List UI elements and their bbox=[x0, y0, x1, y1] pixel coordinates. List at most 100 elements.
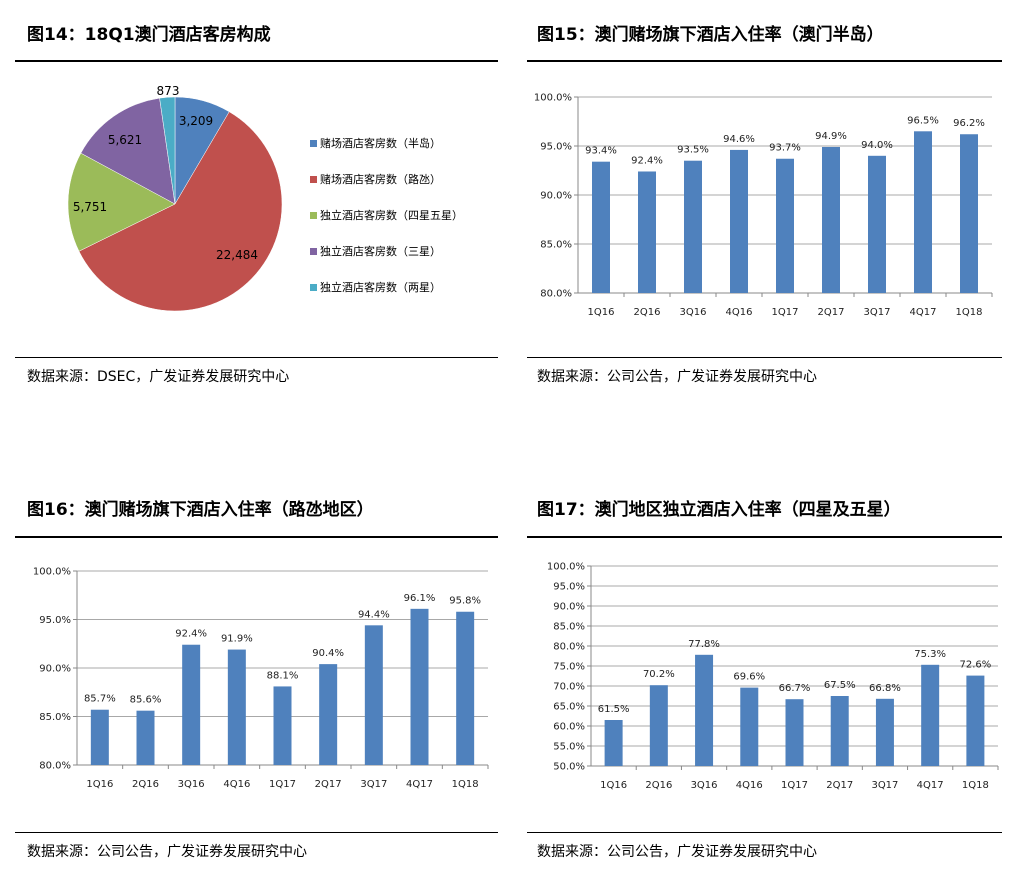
legend-label: 独立酒店客房数（两星） bbox=[320, 281, 441, 294]
y-tick-label: 90.0% bbox=[553, 602, 585, 613]
y-tick-label: 50.0% bbox=[553, 762, 585, 773]
x-tick-label: 3Q17 bbox=[864, 307, 891, 318]
y-tick-label: 100.0% bbox=[534, 93, 572, 104]
pie-slice bbox=[67, 152, 176, 252]
bar bbox=[90, 709, 109, 765]
y-tick-label: 95.0% bbox=[39, 615, 71, 626]
divider bbox=[15, 536, 498, 538]
bar-data-label: 91.9% bbox=[221, 634, 253, 645]
pie-slice bbox=[78, 111, 283, 312]
bar bbox=[776, 158, 794, 293]
legend-swatch bbox=[310, 175, 317, 183]
figure-15-source: 数据来源：公司公告，广发证券发展研究中心 bbox=[537, 369, 817, 385]
figure-14-source: 数据来源：DSEC，广发证券发展研究中心 bbox=[27, 369, 290, 385]
divider bbox=[527, 60, 1002, 62]
bar bbox=[364, 625, 383, 765]
divider bbox=[527, 536, 1002, 538]
x-tick-label: 2Q16 bbox=[132, 779, 159, 790]
figure-15-title: 图15：澳门赌场旗下酒店入住率（澳门半岛） bbox=[537, 25, 884, 45]
divider bbox=[15, 832, 498, 833]
bar-data-label: 67.5% bbox=[824, 680, 856, 691]
bar-data-label: 66.7% bbox=[779, 683, 811, 694]
pie-data-label: 873 bbox=[157, 84, 180, 98]
bar-data-label: 88.1% bbox=[267, 670, 299, 681]
bar bbox=[822, 146, 840, 293]
pie-chart-14: 3,209 22,484 5,751 5,621 873 bbox=[67, 84, 283, 312]
x-tick-label: 1Q17 bbox=[772, 307, 799, 318]
bar-data-label: 93.4% bbox=[585, 146, 617, 157]
legend-swatch bbox=[310, 283, 317, 291]
x-tick-label: 4Q16 bbox=[726, 307, 753, 318]
bar bbox=[136, 710, 155, 765]
pie-slice bbox=[80, 97, 176, 205]
pie-data-label: 22,484 bbox=[216, 248, 258, 262]
y-tick-label: 95.0% bbox=[540, 142, 572, 153]
legend-label: 赌场酒店客房数（路氹） bbox=[320, 173, 441, 186]
bar-data-label: 61.5% bbox=[598, 704, 630, 715]
bar-data-label: 92.4% bbox=[631, 155, 663, 166]
x-tick-label: 4Q17 bbox=[910, 307, 937, 318]
x-tick-label: 2Q17 bbox=[826, 780, 853, 791]
x-tick-label: 1Q18 bbox=[962, 780, 989, 791]
pie-legend: 赌场酒店客房数（半岛） 赌场酒店客房数（路氹） 独立酒店客房数（四星五星） 独立酒店客… bbox=[310, 125, 463, 305]
pie-data-label: 3,209 bbox=[179, 114, 213, 128]
bar bbox=[684, 160, 702, 293]
bar-data-label: 70.2% bbox=[643, 669, 675, 680]
bar-chart-17: 50.0% 55.0% 60.0% 65.0% 70.0% 75.0% 80.0% 85.0%… bbox=[547, 562, 999, 791]
x-tick-label: 3Q16 bbox=[691, 780, 718, 791]
y-tick-label: 95.0% bbox=[553, 582, 585, 593]
legend-label: 独立酒店客房数（四星五星） bbox=[320, 209, 463, 222]
legend-swatch bbox=[310, 211, 317, 219]
bar-data-label: 95.8% bbox=[449, 596, 481, 607]
figure-16-source: 数据来源：公司公告，广发证券发展研究中心 bbox=[27, 844, 307, 860]
legend-item: 赌场酒店客房数（半岛） bbox=[310, 125, 463, 161]
y-tick-label: 80.0% bbox=[540, 289, 572, 300]
y-tick-label: 55.0% bbox=[553, 742, 585, 753]
bar-data-label: 72.6% bbox=[959, 660, 991, 671]
legend-swatch bbox=[310, 139, 317, 147]
x-tick-label: 4Q16 bbox=[223, 779, 250, 790]
y-tick-label: 80.0% bbox=[553, 642, 585, 653]
figure-14-title: 图14：18Q1澳门酒店客房构成 bbox=[27, 25, 271, 45]
y-tick-label: 60.0% bbox=[553, 722, 585, 733]
bar-chart-16: 80.0% 85.0% 90.0% 95.0% 100.0% 85.7% 1Q16 85.6%… bbox=[33, 567, 489, 790]
y-tick-label: 70.0% bbox=[553, 682, 585, 693]
y-tick-label: 90.0% bbox=[540, 191, 572, 202]
legend-label: 独立酒店客房数（三星） bbox=[320, 245, 441, 258]
divider bbox=[15, 60, 498, 62]
bar-data-label: 85.6% bbox=[130, 695, 162, 706]
x-tick-label: 1Q16 bbox=[600, 780, 627, 791]
bar bbox=[604, 720, 623, 766]
bar-data-label: 66.8% bbox=[869, 683, 901, 694]
bar bbox=[740, 687, 759, 766]
y-tick-label: 85.0% bbox=[39, 712, 71, 723]
figure-16-title: 图16：澳门赌场旗下酒店入住率（路氹地区） bbox=[27, 500, 374, 520]
bar bbox=[182, 644, 201, 765]
y-tick-label: 100.0% bbox=[33, 567, 71, 578]
bar bbox=[592, 161, 610, 293]
pie-data-label: 5,751 bbox=[73, 200, 107, 214]
divider bbox=[527, 832, 1002, 833]
bar-data-label: 90.4% bbox=[312, 648, 344, 659]
bar bbox=[868, 155, 886, 293]
bar bbox=[914, 131, 932, 293]
x-tick-label: 1Q16 bbox=[588, 307, 615, 318]
y-tick-label: 65.0% bbox=[553, 702, 585, 713]
x-tick-label: 3Q16 bbox=[680, 307, 707, 318]
bar bbox=[638, 171, 656, 293]
bar-data-label: 96.1% bbox=[404, 593, 436, 604]
x-tick-label: 3Q17 bbox=[360, 779, 387, 790]
x-tick-label: 2Q17 bbox=[818, 307, 845, 318]
legend-item: 独立酒店客房数（三星） bbox=[310, 233, 463, 269]
figure-17-source: 数据来源：公司公告，广发证券发展研究中心 bbox=[537, 844, 817, 860]
bar bbox=[695, 654, 714, 766]
bar-data-label: 92.4% bbox=[175, 629, 207, 640]
bar bbox=[456, 611, 475, 765]
x-tick-label: 2Q16 bbox=[634, 307, 661, 318]
y-tick-label: 100.0% bbox=[547, 562, 585, 573]
x-tick-label: 2Q17 bbox=[315, 779, 342, 790]
x-tick-label: 1Q18 bbox=[452, 779, 479, 790]
bar bbox=[410, 608, 429, 765]
bar bbox=[960, 134, 978, 293]
pie-data-label: 5,621 bbox=[108, 133, 142, 147]
